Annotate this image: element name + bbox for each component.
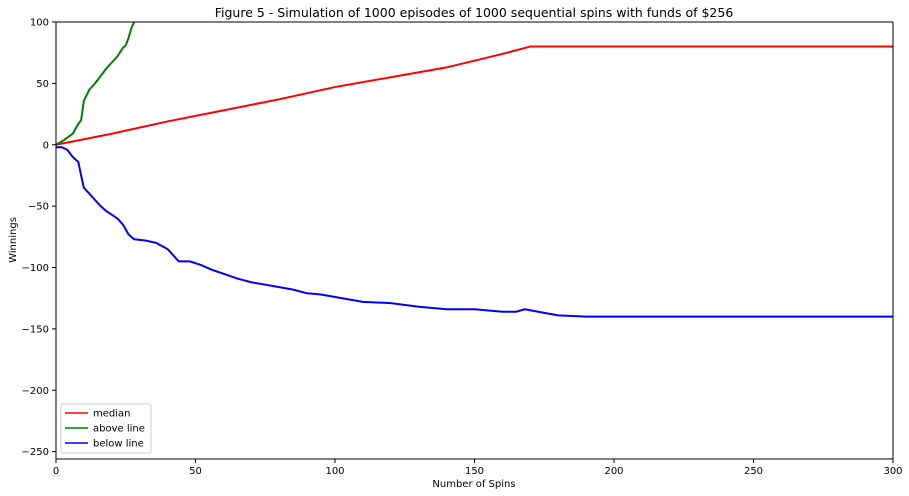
plot-frame <box>55 21 894 460</box>
x-tick-label: 250 <box>744 466 763 477</box>
legend-label: below line <box>93 439 144 450</box>
y-tick-label: −50 <box>28 202 49 213</box>
x-axis-label: Number of Spins <box>432 479 515 490</box>
y-tick-label: −200 <box>22 386 49 397</box>
y-tick-label: 0 <box>43 140 49 151</box>
y-tick-label: 50 <box>36 79 49 90</box>
series-layer <box>56 22 893 318</box>
series-line-median <box>56 45 893 146</box>
x-tick-label: 100 <box>325 466 344 477</box>
x-tick-label: 150 <box>465 466 484 477</box>
x-axis: 0 50 100 150 200 250 300 <box>53 459 903 477</box>
x-tick-label: 200 <box>604 466 623 477</box>
y-axis: −250 −200 −150 −100 −50 0 50 100 <box>22 18 56 458</box>
y-tick-label: −150 <box>22 324 49 335</box>
chart-title: Figure 5 - Simulation of 1000 episodes o… <box>215 5 734 20</box>
series-line-below-line <box>56 146 893 318</box>
y-tick-label: −100 <box>22 263 49 274</box>
series-line-above-line <box>56 22 136 146</box>
x-tick-label: 300 <box>883 466 902 477</box>
y-tick-label: 100 <box>30 18 49 29</box>
x-tick-label: 50 <box>189 466 202 477</box>
x-tick-label: 0 <box>53 466 59 477</box>
y-axis-label: Winnings <box>8 217 19 263</box>
legend-label: median <box>93 409 131 420</box>
legend: median above line below line <box>60 403 152 454</box>
y-tick-label: −250 <box>22 447 49 458</box>
legend-label: above line <box>93 424 145 435</box>
legend-box <box>60 403 152 454</box>
